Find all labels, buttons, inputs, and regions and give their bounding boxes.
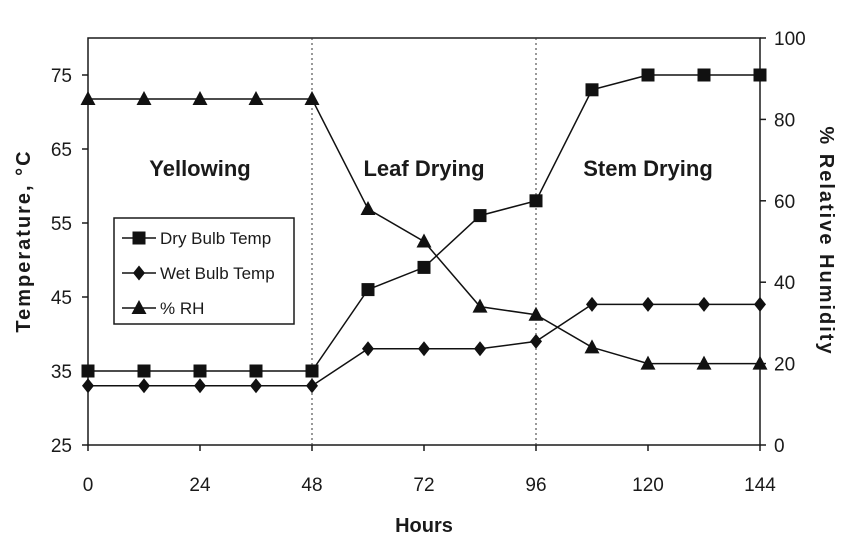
series-triangle — [80, 91, 768, 370]
y-tick-label: 45 — [51, 288, 72, 309]
x-axis-ticks: 0 24 48 72 96 120 144 — [83, 445, 776, 496]
region-label: Stem Drying — [583, 156, 713, 181]
data-point-square — [81, 364, 95, 378]
data-point-triangle — [528, 306, 544, 321]
series-square — [81, 68, 767, 378]
data-point-square — [585, 83, 599, 97]
legend-label: Wet Bulb Temp — [160, 264, 275, 283]
x-tick-label: 48 — [301, 475, 322, 496]
data-point-triangle — [248, 91, 264, 106]
region-labels: Yellowing Leaf Drying Stem Drying — [149, 156, 713, 181]
y2-axis-title: % Relative Humidity — [815, 126, 837, 355]
series-diamond — [82, 296, 766, 394]
data-point-diamond — [82, 378, 94, 394]
y2-tick-label: 20 — [774, 355, 795, 376]
y-tick-label: 65 — [51, 140, 72, 161]
data-point-triangle — [416, 233, 432, 248]
legend-marker-square — [132, 231, 146, 245]
legend-marker-diamond — [133, 265, 145, 281]
data-point-square — [137, 364, 151, 378]
legend-entry: % RH — [122, 299, 204, 318]
legend-entry: Dry Bulb Temp — [122, 229, 271, 248]
data-point-square — [305, 364, 319, 378]
data-point-square — [529, 194, 543, 208]
x-axis-title: Hours — [395, 515, 453, 537]
data-point-square — [249, 364, 263, 378]
y2-tick-label: 100 — [774, 29, 806, 50]
data-point-square — [193, 364, 207, 378]
data-point-square — [361, 283, 375, 297]
x-tick-label: 24 — [189, 475, 211, 496]
y2-tick-label: 80 — [774, 110, 795, 131]
data-point-triangle — [80, 91, 96, 106]
x-tick-label: 144 — [744, 475, 776, 496]
y2-tick-label: 60 — [774, 192, 795, 213]
y-axis-ticks: 25 35 45 55 65 75 — [51, 66, 88, 457]
data-point-triangle — [584, 339, 600, 354]
legend: Dry Bulb Temp Wet Bulb Temp % RH — [113, 217, 295, 325]
region-label: Yellowing — [149, 156, 250, 181]
data-point-triangle — [136, 91, 152, 106]
legend-entry: Wet Bulb Temp — [122, 264, 275, 283]
data-point-diamond — [642, 296, 654, 312]
data-point-triangle — [472, 298, 488, 313]
region-label: Leaf Drying — [363, 156, 484, 181]
legend-label: % RH — [160, 299, 204, 318]
data-point-triangle — [752, 355, 768, 370]
y-tick-label: 75 — [51, 66, 72, 87]
x-tick-label: 0 — [83, 475, 94, 496]
y-axis-title: Temperature, °C — [13, 149, 35, 332]
data-point-square — [417, 260, 431, 274]
y-tick-label: 35 — [51, 362, 72, 383]
data-point-diamond — [138, 378, 150, 394]
data-point-diamond — [362, 341, 374, 357]
x-tick-label: 120 — [632, 475, 664, 496]
data-point-diamond — [698, 296, 710, 312]
data-point-triangle — [640, 355, 656, 370]
legend-label: Dry Bulb Temp — [160, 229, 271, 248]
y-tick-label: 25 — [51, 436, 72, 457]
x-tick-label: 72 — [413, 475, 434, 496]
data-point-triangle — [304, 91, 320, 106]
data-point-diamond — [418, 341, 430, 357]
data-point-diamond — [586, 296, 598, 312]
data-point-triangle — [360, 200, 376, 215]
data-point-square — [753, 68, 767, 82]
data-point-diamond — [754, 296, 766, 312]
legend-marker-triangle — [131, 300, 147, 314]
data-point-diamond — [194, 378, 206, 394]
series-layer — [80, 68, 768, 394]
data-point-square — [473, 209, 487, 223]
data-point-triangle — [696, 355, 712, 370]
y2-axis-ticks: 0 20 40 60 80 100 — [760, 29, 806, 457]
x-tick-label: 96 — [525, 475, 546, 496]
data-point-diamond — [250, 378, 262, 394]
data-point-square — [641, 68, 655, 82]
y2-tick-label: 40 — [774, 273, 795, 294]
data-point-diamond — [306, 378, 318, 394]
data-point-diamond — [530, 333, 542, 349]
data-point-triangle — [192, 91, 208, 106]
data-point-diamond — [474, 341, 486, 357]
y2-tick-label: 0 — [774, 436, 785, 457]
y-tick-label: 55 — [51, 214, 72, 235]
data-point-square — [697, 68, 711, 82]
